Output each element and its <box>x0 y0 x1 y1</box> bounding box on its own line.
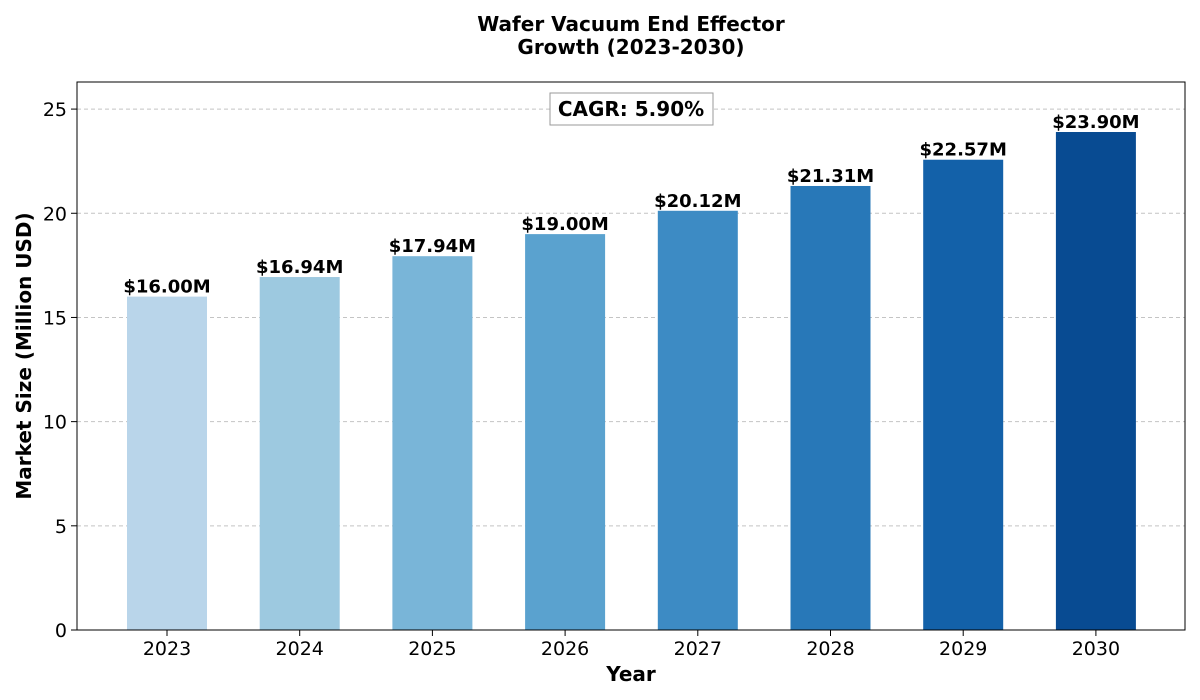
y-tick-label-15: 15 <box>43 307 67 329</box>
x-tick-label-2028: 2028 <box>806 638 854 660</box>
x-tick-label-2023: 2023 <box>143 638 191 660</box>
y-axis-ticks: 0 5 10 15 20 25 <box>43 99 77 642</box>
cagr-box <box>549 92 714 126</box>
y-tick-label-5: 5 <box>55 516 67 538</box>
y-tick-label-10: 10 <box>43 412 67 434</box>
bar-2030 <box>1055 132 1136 630</box>
bar-2025 <box>392 256 473 630</box>
bar-2029 <box>923 159 1004 630</box>
y-tick-label-20: 20 <box>43 203 67 225</box>
bar-2023 <box>127 296 207 630</box>
y-tick-label-25: 25 <box>43 99 67 121</box>
data-label-2026: $19.00M <box>521 214 608 235</box>
x-tick-label-2027: 2027 <box>674 638 722 660</box>
bar-2024 <box>259 277 340 630</box>
x-tick-label-2025: 2025 <box>408 638 456 660</box>
bar-2026 <box>525 234 606 631</box>
x-axis-label: Year <box>605 662 656 686</box>
chart-title-line-2: Growth (2023-2030) <box>517 35 744 59</box>
plot-frame <box>76 81 1186 631</box>
x-tick-label-2029: 2029 <box>939 638 987 660</box>
x-tick-label-2024: 2024 <box>276 638 324 660</box>
x-axis-ticks: 2023 2024 2025 2026 2027 2028 2029 2030 <box>143 630 1120 660</box>
data-labels: $16.00M $16.94M $17.94M $19.00M $20.12M $21.3… <box>123 112 1139 298</box>
chart-title-line-1: Wafer Vacuum End Effector <box>477 12 785 36</box>
data-label-2028: $21.31M <box>787 166 874 187</box>
bars <box>127 132 1136 631</box>
data-label-2023: $16.00M <box>123 277 210 298</box>
x-tick-label-2026: 2026 <box>541 638 589 660</box>
y-tick-label-0: 0 <box>55 620 67 642</box>
data-label-2030: $23.90M <box>1052 112 1139 133</box>
data-label-2027: $20.12M <box>654 191 741 212</box>
x-tick-label-2030: 2030 <box>1072 638 1120 660</box>
data-label-2024: $16.94M <box>256 257 343 278</box>
data-label-2025: $17.94M <box>389 236 476 257</box>
data-label-2029: $22.57M <box>920 140 1007 161</box>
cagr-annotation: CAGR: 5.90% <box>558 97 704 121</box>
bar-2028 <box>790 185 871 630</box>
gridlines <box>77 108 1185 527</box>
y-axis-label: Market Size (Million USD) <box>12 212 36 499</box>
bar-2027 <box>657 210 738 630</box>
